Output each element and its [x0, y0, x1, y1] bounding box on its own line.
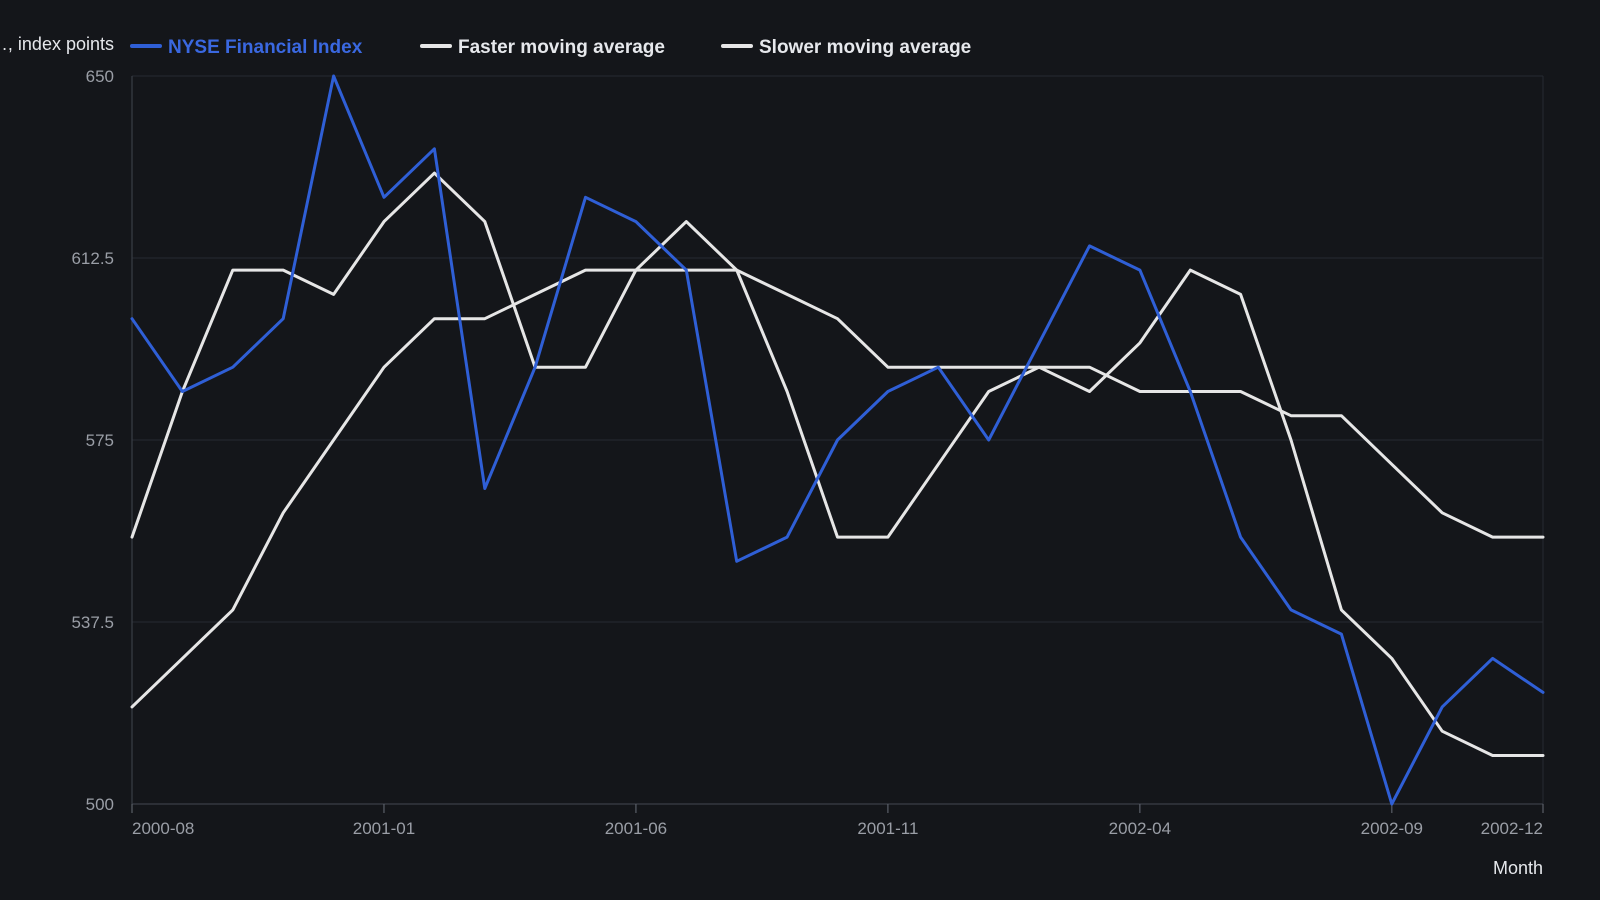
x-tick-label: 2001-06	[605, 819, 667, 838]
x-axis-title: Month	[1493, 858, 1543, 878]
y-axis-title: …, index points	[0, 34, 114, 54]
x-tick-label: 2000-08	[132, 819, 194, 838]
legend-label: NYSE Financial Index	[168, 37, 363, 58]
y-tick-label: 612.5	[71, 249, 114, 268]
series-line-nyse-financial-index	[130, 74, 1545, 806]
x-tick-label: 2002-12	[1481, 819, 1543, 838]
y-tick-label: 575	[86, 431, 114, 450]
y-tick-label: 537.5	[71, 613, 114, 632]
legend-label: Slower moving average	[759, 37, 971, 58]
series-line-faster-moving-average	[130, 171, 1545, 757]
y-tick-label: 650	[86, 67, 114, 86]
y-axis: 650 612.5 575 537.5 500	[71, 67, 114, 814]
x-axis: 2000-08 2001-01 2001-06 2001-11 2002-04 2002-…	[131, 76, 1544, 838]
x-tick-label: 2001-01	[353, 819, 415, 838]
y-tick-label: 500	[86, 795, 114, 814]
x-tick-label: 2002-04	[1109, 819, 1171, 838]
legend-label: Faster moving average	[458, 37, 665, 58]
x-tick-label: 2002-09	[1361, 819, 1423, 838]
series-lines	[130, 74, 1545, 806]
x-tick-label: 2001-11	[857, 819, 918, 838]
legend: NYSE Financial Index Faster moving averag…	[130, 37, 971, 58]
series-line-slower-moving-average	[130, 268, 1545, 709]
